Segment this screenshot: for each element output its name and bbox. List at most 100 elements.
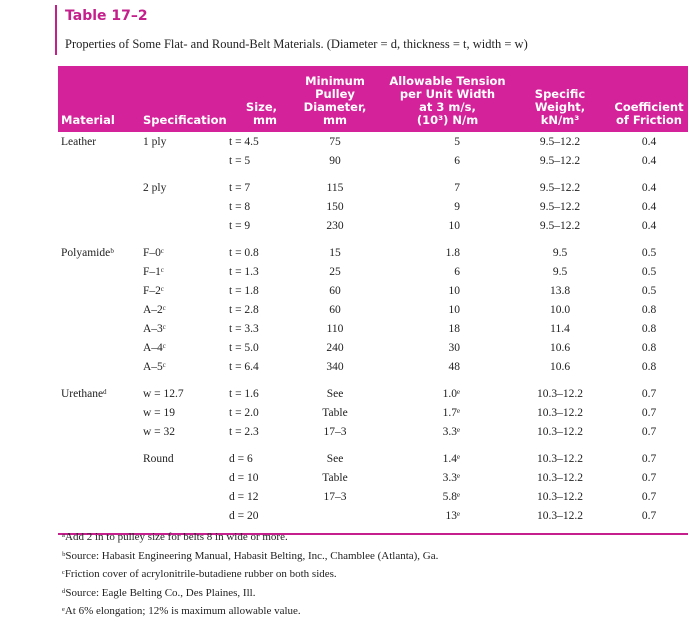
table-cell: 1.8: [445, 246, 460, 259]
table-cell: 0.7: [641, 490, 657, 503]
header-line: Specific: [534, 87, 586, 101]
table-cell: [58, 468, 140, 487]
table-cell: 17–3: [323, 490, 347, 503]
table-cell: A–2ᶜ: [143, 303, 166, 316]
header-line: (10³) N/m: [416, 113, 479, 127]
table-cell: t = 2.0: [229, 406, 259, 419]
table-cell: d = 12: [229, 490, 259, 503]
table-cell: 10.3–12.2: [537, 387, 583, 400]
table-cell: 9.5–12.2: [539, 154, 581, 167]
table-cell: Round: [143, 452, 174, 465]
table-cell: [58, 441, 140, 468]
header-cell: Allowable Tension per Unit Width at 3 m/s,…: [385, 66, 510, 132]
header-line: of Friction: [616, 113, 682, 127]
table-row: A–3ᶜ t = 3.3 110 18 11.4 0.8: [58, 319, 688, 338]
header-line: mm: [253, 113, 277, 127]
table-cell: [58, 170, 140, 197]
table-cell: 10.6: [549, 360, 571, 373]
table-cell: [58, 216, 140, 235]
header-line: Allowable Tension: [389, 74, 506, 88]
header-line: at 3 m/s,: [419, 100, 476, 114]
table-row: d = 20 13ᵉ 10.3–12.2 0.7: [58, 506, 688, 534]
table-cell: 110: [326, 322, 344, 335]
table-cell: 13.8: [549, 284, 571, 297]
table-cell: 10.3–12.2: [537, 406, 583, 419]
table-cell: 10: [448, 219, 461, 232]
table-cell: 11.4: [550, 322, 570, 335]
table-cell: w = 19: [143, 406, 176, 419]
table-cell: [58, 281, 140, 300]
table-cell: 0.7: [641, 509, 657, 522]
header-row: Material Specification Size, mm Minimum Pulle…: [58, 66, 688, 132]
header-line: Coefficient: [614, 100, 684, 114]
footnote: ᵈSource: Eagle Belting Co., Des Plaines,…: [62, 586, 256, 599]
table-cell: 10.3–12.2: [537, 490, 583, 503]
table-cell: 10.0: [549, 303, 571, 316]
table-cell: 30: [448, 341, 461, 354]
table-cell: 10.3–12.2: [537, 509, 583, 522]
table-cell: 9.5–12.2: [539, 181, 581, 194]
table-row: t = 8 150 9 9.5–12.2 0.4: [58, 197, 688, 216]
table-cell: [140, 197, 225, 216]
table-cell: 60: [329, 284, 341, 297]
table-cell: 0.7: [641, 406, 657, 419]
footnote: ᵇSource: Habasit Engineering Manual, Hab…: [62, 549, 439, 562]
table-cell: [58, 197, 140, 216]
table-cell: F–2ᶜ: [143, 284, 164, 297]
footnotes: ᵃAdd 2 in to pulley size for belts 8 in …: [62, 528, 438, 621]
table-cell: 1.7ᵉ: [442, 406, 460, 419]
table-row: d = 10 Table 3.3ᵉ 10.3–12.2 0.7: [58, 468, 688, 487]
table-cell: 7: [454, 181, 460, 194]
header-line: per Unit Width: [399, 87, 496, 101]
table-row: Urethaneᵈ w = 12.7 t = 1.6 See 1.0ᵉ 10.3–12.2…: [58, 376, 688, 403]
table-cell: A–5ᶜ: [143, 360, 166, 373]
table-cell: 10.3–12.2: [537, 425, 583, 438]
header-line: Weight,: [534, 100, 586, 114]
table-cell: 9.5–12.2: [539, 219, 581, 232]
table-cell: 0.7: [641, 471, 657, 484]
table-cell: 10: [448, 284, 461, 297]
table-cell: 3.3ᵉ: [442, 425, 460, 438]
table-cell: t = 4.5: [229, 135, 259, 148]
table-cell: 0.4: [641, 219, 657, 232]
table-cell: t = 5: [229, 154, 251, 167]
table-cell: 10.3–12.2: [537, 471, 583, 484]
caption: Properties of Some Flat- and Round-Belt …: [65, 37, 528, 51]
table-cell: Urethaneᵈ: [61, 387, 107, 400]
table-cell: 340: [326, 360, 344, 373]
table-cell: t = 7: [229, 181, 251, 194]
table-cell: t = 3.3: [229, 322, 259, 335]
table-cell: [58, 338, 140, 357]
table-cell: t = 6.4: [229, 360, 259, 373]
table-cell: 0.4: [641, 154, 657, 167]
table-cell: 75: [329, 135, 341, 148]
table-cell: 15: [329, 246, 341, 259]
table-cell: 17–3: [323, 425, 347, 438]
table-cell: Table: [322, 406, 348, 419]
table-row: F–1ᶜ t = 1.3 25 6 9.5 0.5: [58, 262, 688, 281]
table-cell: 1.0ᵉ: [442, 387, 460, 400]
table-cell: 6: [454, 265, 460, 278]
header-line: Diameter,: [303, 100, 367, 114]
table-cell: F–1ᶜ: [143, 265, 164, 278]
table-cell: [140, 468, 225, 487]
table-cell: 0.8: [641, 303, 657, 316]
table-cell: 9.5–12.2: [539, 200, 581, 213]
table-cell: Table: [322, 471, 348, 484]
table-cell: 3.3ᵉ: [442, 471, 460, 484]
table-cell: 115: [326, 181, 344, 194]
table-row: Round d = 6 See 1.4ᵉ 10.3–12.2 0.7: [58, 441, 688, 468]
table-cell: [58, 319, 140, 338]
header-cell: Material: [58, 66, 140, 132]
table-body: Leather 1 ply t = 4.5 75 5 9.5–12.2 0.4 t = 5 90…: [58, 132, 688, 534]
table-cell: [140, 487, 225, 506]
table-cell: 150: [326, 200, 344, 213]
table-cell: 0.4: [641, 181, 657, 194]
table-cell: t = 1.3: [229, 265, 259, 278]
table-cell: 0.4: [641, 135, 657, 148]
table-cell: 5: [454, 135, 460, 148]
table-cell: [140, 151, 225, 170]
table-row: d = 12 17–3 5.8ᵉ 10.3–12.2 0.7: [58, 487, 688, 506]
table-cell: 1.4ᵉ: [442, 452, 460, 465]
table-cell: 9.5: [552, 246, 568, 259]
